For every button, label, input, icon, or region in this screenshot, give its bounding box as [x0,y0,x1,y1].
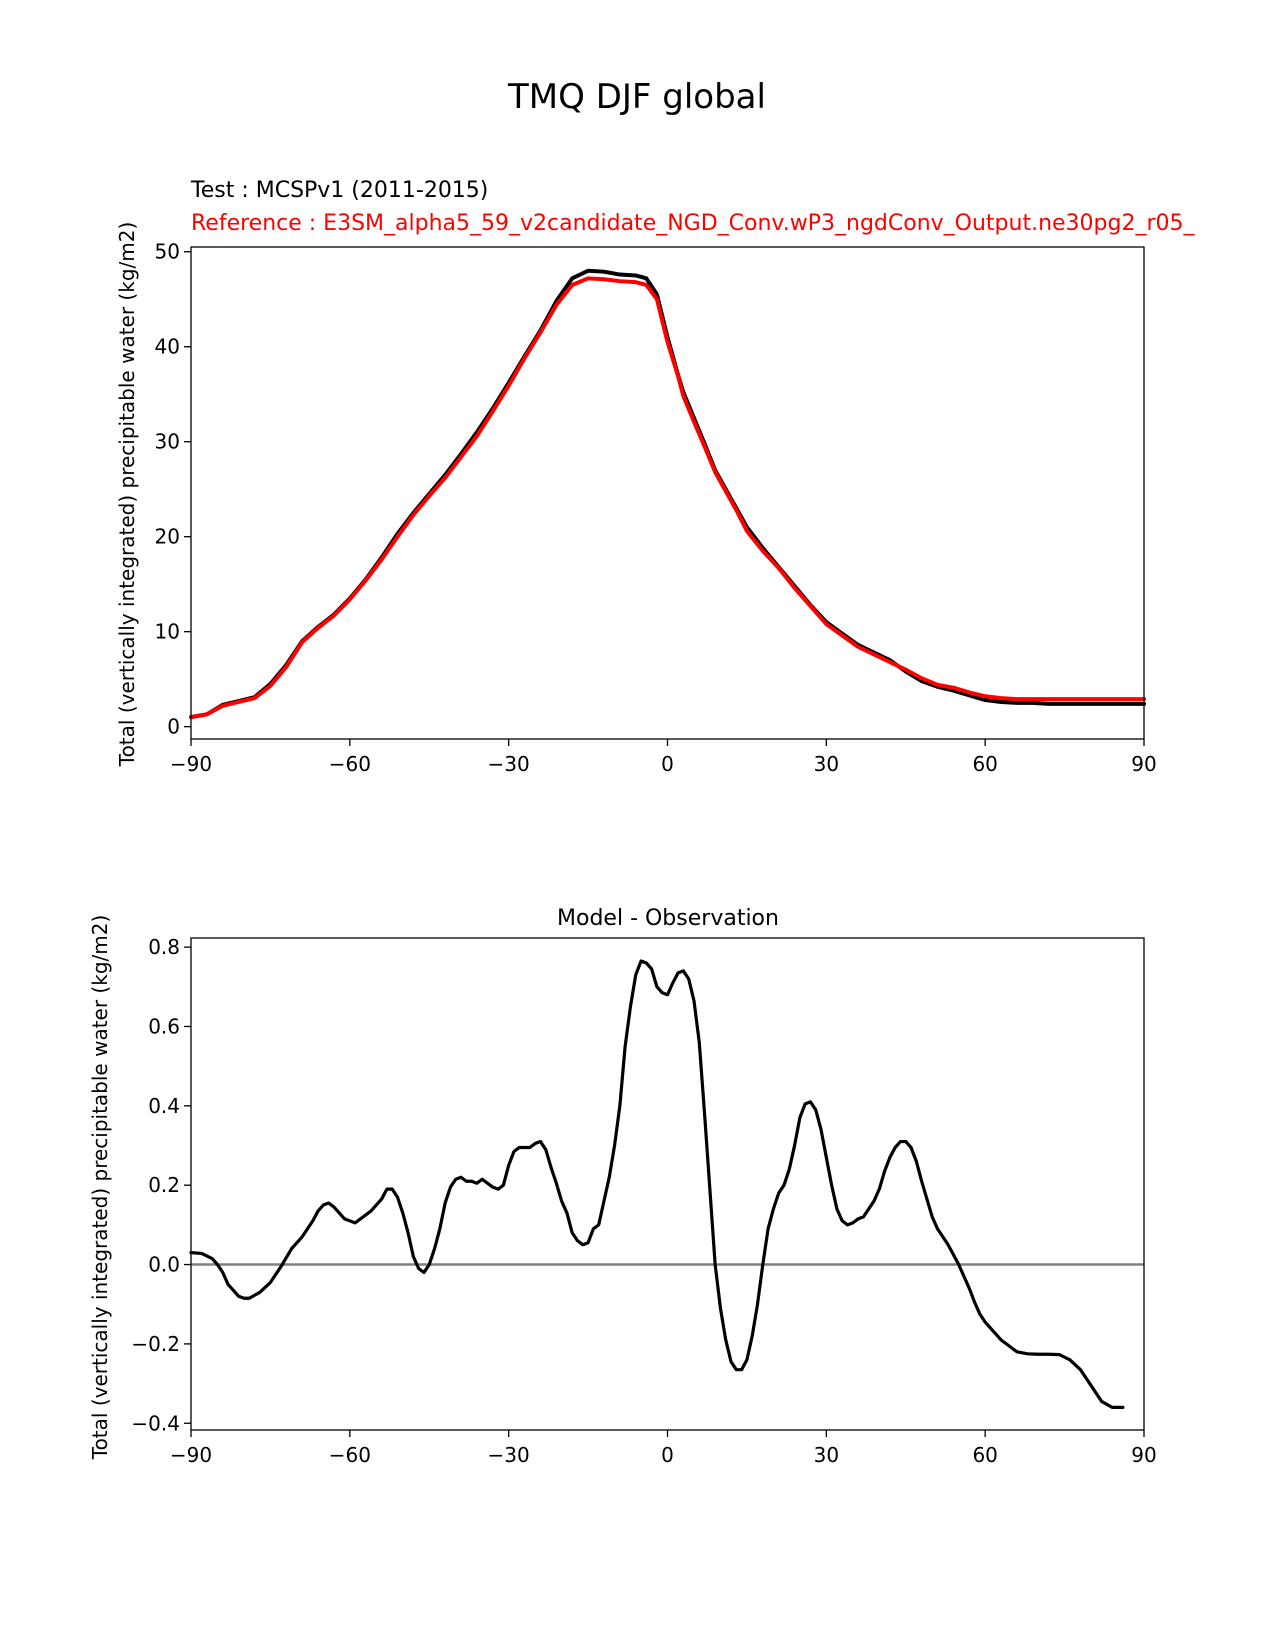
x-tick-label: 60 [972,752,997,776]
y-tick-label: 0.0 [148,1253,180,1277]
bottom-plot-area: −90 −60 −30 0 30 60 90 −0.4 −0.2 0.0 0.2 0.4 0.6 0.8 [131,935,1156,1467]
top-chart: Test : MCSPv1 (2011-2015) Reference : E3… [115,178,1196,776]
figure-title: TMQ DJF global [507,77,766,117]
y-tick-label: 0 [167,715,180,739]
x-tick-label: −30 [488,1443,530,1467]
series-line-reference [189,276,1146,720]
y-tick-label: 50 [155,240,180,264]
y-tick-label: 0.4 [148,1094,180,1118]
x-tick-label: 90 [1131,1443,1156,1467]
x-tick-label: −90 [170,1443,212,1467]
x-tick-label: −60 [329,752,371,776]
y-tick-label: −0.2 [131,1332,180,1356]
y-tick-label: −0.4 [131,1411,180,1435]
x-tick-label: −60 [329,1443,371,1467]
y-tick-label: 40 [155,335,180,359]
bottom-chart: Model - Observation Total (vertically in… [88,906,1157,1467]
x-tick-label: 0 [661,1443,674,1467]
axes-frame [190,937,1145,1431]
axes-frame [190,246,1145,740]
x-tick-label: 0 [661,752,674,776]
y-tick-label: 0.6 [148,1014,180,1038]
y-tick-label: 10 [155,620,180,644]
y-tick-label: 20 [155,525,180,549]
x-tick-label: −30 [488,752,530,776]
top-plot-area: −90 −60 −30 0 30 60 90 0 10 20 30 40 50 [155,240,1157,776]
x-tick-label: −90 [170,752,212,776]
series-line-model-observation [189,959,1125,1409]
reference-label: Reference : E3SM_alpha5_59_v2candidate_N… [191,211,1196,236]
x-tick-label: 90 [1131,752,1156,776]
test-label: Test : MCSPv1 (2011-2015) [190,178,488,203]
x-tick-label: 30 [814,1443,839,1467]
y-tick-label: 30 [155,430,180,454]
x-tick-label: 60 [972,1443,997,1467]
top-y-axis-label: Total (vertically integrated) precipitab… [115,222,139,768]
bottom-chart-title: Model - Observation [557,906,779,931]
y-tick-label: 0.2 [148,1173,180,1197]
bottom-y-axis-label: Total (vertically integrated) precipitab… [88,915,112,1461]
x-tick-label: 30 [814,752,839,776]
y-tick-label: 0.8 [148,935,180,959]
